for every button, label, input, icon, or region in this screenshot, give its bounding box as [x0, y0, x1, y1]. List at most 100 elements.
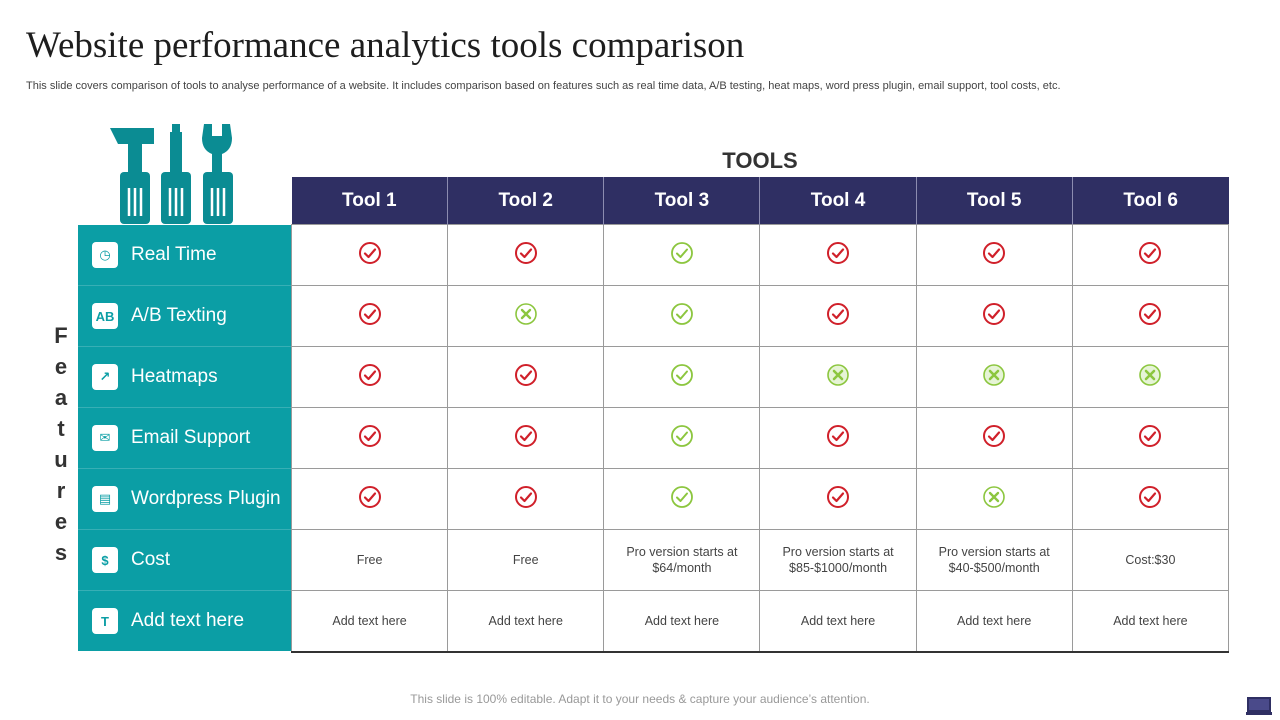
- tool-header-5: Tool 5: [916, 177, 1073, 225]
- feature-label: Cost: [131, 549, 171, 570]
- tools-icon: [110, 124, 233, 224]
- table-cell: Add text here: [1071, 590, 1230, 653]
- table-cell: [290, 346, 449, 408]
- table-row: [290, 285, 1230, 347]
- table-cell: [1071, 224, 1230, 286]
- check-circle-icon: [358, 364, 381, 386]
- cross-circle-icon: [983, 364, 1006, 386]
- table-row: [290, 468, 1230, 530]
- tool-header-2: Tool 2: [447, 177, 605, 225]
- table-cell: [290, 285, 449, 347]
- table-cell: Add text here: [759, 590, 917, 653]
- feature-label: Add text here: [131, 610, 245, 631]
- table-cell: [759, 407, 917, 469]
- table-cell: Free: [290, 529, 449, 591]
- email-icon: ✉: [92, 425, 118, 451]
- features-letter: e: [54, 509, 68, 534]
- text-row: Add text here Add text here Add text here A…: [290, 590, 1230, 653]
- check-circle-icon: [983, 303, 1006, 325]
- dollar-icon: $: [92, 547, 118, 573]
- feature-row-wordpress-plugin: ▤ Wordpress Plugin: [78, 469, 291, 530]
- check-circle-icon: [670, 364, 693, 386]
- feature-label: A/B Texting: [131, 305, 227, 326]
- check-circle-icon: [983, 242, 1006, 264]
- table-cell: [759, 224, 917, 286]
- check-circle-icon: [1139, 425, 1162, 447]
- table-cell: [603, 346, 761, 408]
- check-circle-icon: [358, 425, 381, 447]
- tool-header-4: Tool 4: [759, 177, 917, 225]
- check-circle-icon: [983, 425, 1006, 447]
- table-cell: [290, 468, 449, 530]
- check-circle-icon: [827, 486, 850, 508]
- table-cell: [915, 468, 1073, 530]
- comparison-table: Tool 1 Tool 2 Tool 3 Tool 4 Tool 5 Tool 6 Fre…: [290, 177, 1230, 653]
- feature-label: Heatmaps: [131, 366, 218, 387]
- check-circle-icon: [1139, 486, 1162, 508]
- feature-row-add-text-here: T Add text here: [78, 591, 291, 651]
- features-letter: r: [56, 478, 66, 503]
- check-circle-icon: [670, 303, 693, 325]
- features-letter: t: [57, 416, 65, 441]
- table-cell: Pro version starts at $85-$1000/month: [759, 529, 917, 591]
- tools-header-row: Tool 1 Tool 2 Tool 3 Tool 4 Tool 5 Tool 6: [291, 177, 1229, 225]
- check-circle-icon: [358, 486, 381, 508]
- monitor-icon: [1246, 697, 1272, 715]
- check-circle-icon: [827, 425, 850, 447]
- tools-heading: TOOLS: [722, 148, 798, 173]
- cost-row: Free Free Pro version starts at $64/month P…: [290, 529, 1230, 591]
- table-cell: Pro version starts at $40-$500/month: [915, 529, 1073, 591]
- tool-header-3: Tool 3: [603, 177, 761, 225]
- table-cell: [447, 346, 605, 408]
- feature-row-email-support: ✉ Email Support: [78, 408, 291, 469]
- page-title: Website performance analytics tools comp…: [26, 25, 745, 66]
- ab-icon: AB: [92, 303, 118, 329]
- feature-row-real-time: ◷ Real Time: [78, 225, 291, 286]
- feature-row-a-b-texting: AB A/B Texting: [78, 286, 291, 347]
- table-cell: [759, 468, 917, 530]
- cross-circle-icon: [827, 364, 849, 386]
- cross-circle-icon: [514, 303, 537, 325]
- cross-circle-icon: [1139, 364, 1162, 386]
- check-circle-icon: [1139, 242, 1162, 264]
- clock-icon: ◷: [92, 242, 118, 268]
- table-cell: [290, 407, 449, 469]
- check-circle-icon: [827, 242, 850, 264]
- table-cell: [603, 285, 761, 347]
- table-cell: [290, 224, 449, 286]
- check-circle-icon: [358, 303, 381, 325]
- table-cell: [447, 285, 605, 347]
- page-subtitle: This slide covers comparison of tools to…: [26, 80, 1061, 92]
- check-circle-icon: [514, 486, 537, 508]
- features-letter: u: [54, 447, 68, 472]
- table-row: [290, 224, 1230, 286]
- features-letter: F: [54, 323, 68, 348]
- table-cell: Add text here: [290, 590, 449, 653]
- table-row: [290, 346, 1230, 408]
- feature-label: Wordpress Plugin: [131, 488, 281, 509]
- features-letter: e: [54, 354, 68, 379]
- check-circle-icon: [514, 425, 537, 447]
- table-cell: [759, 346, 917, 408]
- table-row: [290, 407, 1230, 469]
- table-cell: [603, 468, 761, 530]
- table-cell: [915, 346, 1073, 408]
- table-cell: [447, 407, 605, 469]
- table-cell: Pro version starts at $64/month: [603, 529, 761, 591]
- check-circle-icon: [514, 364, 537, 386]
- features-letter: s: [54, 540, 68, 565]
- chart-icon: ↗: [92, 364, 118, 390]
- table-cell: [1071, 285, 1230, 347]
- table-cell: [447, 224, 605, 286]
- table-cell: [1071, 346, 1230, 408]
- table-cell: [603, 407, 761, 469]
- feature-column: ◷ Real Time AB A/B Texting ↗ Heatmaps ✉ Email S…: [78, 225, 291, 651]
- table-cell: [915, 224, 1073, 286]
- tool-header-1: Tool 1: [291, 177, 449, 225]
- plugin-icon: ▤: [92, 486, 118, 512]
- table-cell: [603, 224, 761, 286]
- footer-note: This slide is 100% editable. Adapt it to…: [410, 692, 870, 706]
- check-circle-icon: [1139, 303, 1162, 325]
- table-cell: [447, 468, 605, 530]
